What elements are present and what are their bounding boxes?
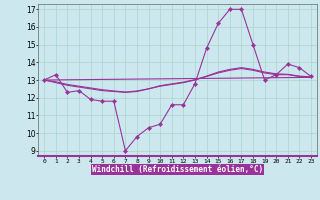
X-axis label: Windchill (Refroidissement éolien,°C): Windchill (Refroidissement éolien,°C) [92,165,263,174]
